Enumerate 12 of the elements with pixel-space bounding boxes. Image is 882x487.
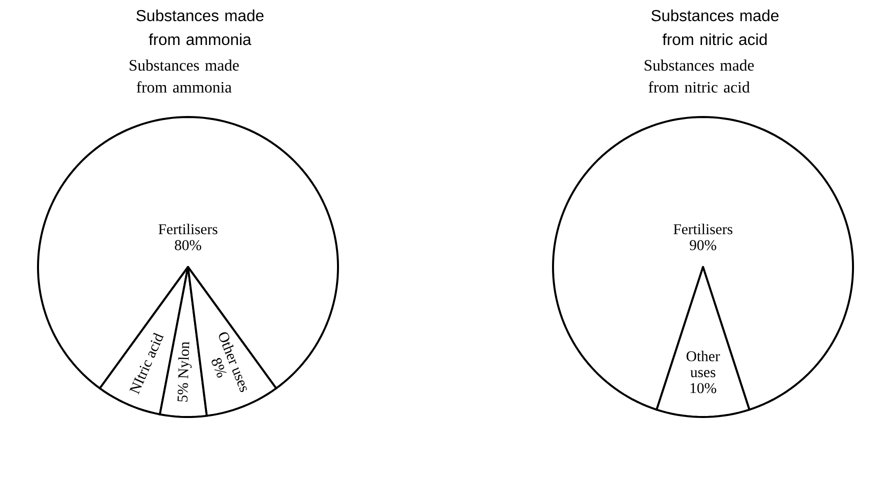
slice-label: Fertilisers — [674, 224, 732, 234]
chart-subtitle: Substances made from ammonia — [130, 60, 239, 93]
slice-label: Other uses — [686, 350, 720, 378]
chart-title: Substances made from nitric acid — [651, 10, 779, 46]
data-label: 10% — [690, 383, 716, 394]
data-label: 90% — [690, 240, 716, 250]
chart-subtitle: Substances made from nitric acid — [644, 60, 754, 93]
slice-label: Fertilisers — [158, 224, 218, 234]
chart-title: Substances made from ammonia — [136, 10, 264, 46]
slice-label: NItric acid — [129, 332, 164, 394]
slice-label: 5% Nylon — [178, 342, 192, 402]
data-label: 80% — [174, 240, 202, 250]
